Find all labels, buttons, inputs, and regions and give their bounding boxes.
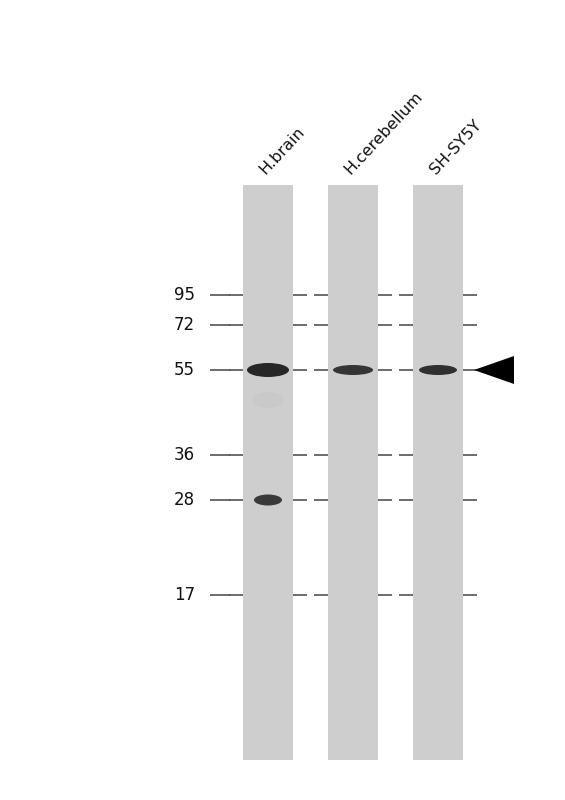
Bar: [328, 185, 378, 760]
Ellipse shape: [247, 363, 289, 377]
Polygon shape: [474, 356, 514, 384]
Bar: [243, 185, 293, 760]
Ellipse shape: [419, 365, 457, 375]
Text: 17: 17: [174, 586, 195, 604]
Text: 55: 55: [174, 361, 195, 379]
Text: H.brain: H.brain: [257, 124, 308, 177]
Bar: [413, 185, 463, 760]
Text: SH-SY5Y: SH-SY5Y: [427, 118, 484, 177]
Text: H.cerebellum: H.cerebellum: [342, 89, 426, 177]
Text: 72: 72: [174, 316, 195, 334]
Ellipse shape: [254, 494, 282, 506]
Text: 95: 95: [174, 286, 195, 304]
Text: 28: 28: [174, 491, 195, 509]
Ellipse shape: [333, 365, 373, 375]
Text: 36: 36: [174, 446, 195, 464]
Ellipse shape: [252, 392, 284, 408]
